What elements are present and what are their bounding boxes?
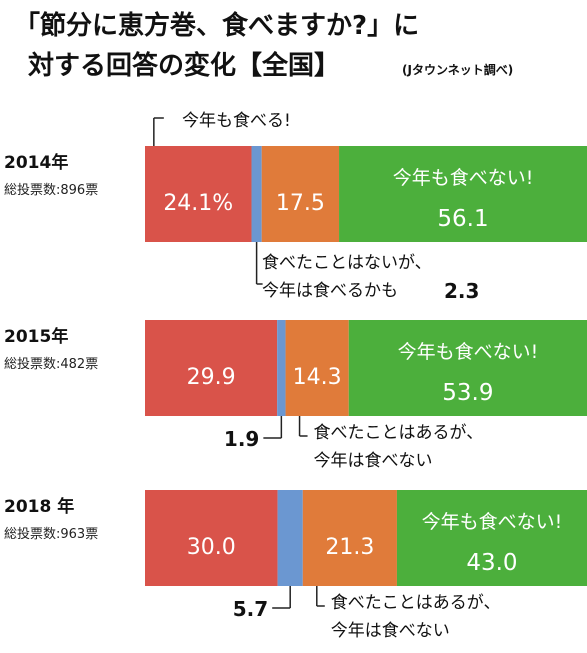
year-label: 2014年 [4, 152, 68, 173]
data-label-not-this-year: 53.9 [442, 380, 493, 406]
bar-eat-this-year [145, 146, 252, 242]
vote-count: 総投票数:963票 [4, 526, 98, 542]
data-label-never-but-maybe: 1.9 [224, 427, 259, 451]
legend-eat-this-year: 今年も食べる! [182, 111, 291, 131]
bar-ate-before-not-this-year [261, 146, 340, 242]
legend-ate-line-2: 今年は食べない [331, 621, 450, 641]
data-label-eat-this-year: 24.1% [163, 191, 233, 216]
data-label-never-but-maybe: 2.3 [444, 279, 479, 303]
year-label: 2015年 [4, 326, 68, 347]
bar-eat-this-year [145, 490, 278, 586]
bar-eat-this-year [145, 320, 278, 416]
bar-ate-before-not-this-year [285, 320, 349, 416]
bar-never-but-maybe [277, 490, 303, 586]
data-label-not-this-year: 43.0 [466, 550, 517, 576]
data-label-never-but-maybe: 5.7 [233, 597, 268, 621]
bar-never-but-maybe [251, 146, 262, 242]
year-label: 2018 年 [4, 496, 74, 517]
data-label-eat-this-year: 29.9 [187, 365, 236, 390]
legend-ate-line-2: 今年は食べない [314, 451, 433, 471]
bar-never-but-maybe [277, 320, 286, 416]
bar-not-this-year [339, 146, 587, 242]
data-label-eat-this-year: 30.0 [187, 535, 236, 560]
chart-title-line-1: 「節分に恵方巻、食べますか?」に [14, 10, 419, 41]
bar-ate-before-not-this-year [302, 490, 397, 586]
data-label-ate-before-not-this-year: 21.3 [325, 535, 374, 560]
chart-title-line-2: 対する回答の変化【全国】 [28, 50, 340, 81]
data-label-not-this-year: 56.1 [437, 206, 488, 232]
data-label-ate-before-not-this-year: 14.3 [293, 365, 342, 390]
legend-not-this-year: 今年も食べない! [422, 511, 563, 533]
vote-count: 総投票数:482票 [4, 356, 98, 372]
vote-count: 総投票数:896票 [4, 182, 98, 198]
chart-source: (Jタウンネット調べ) [402, 62, 513, 77]
legend-maybe-line-2: 今年は食べるかも [262, 281, 398, 301]
legend-maybe-line-1: 食べたことはないが、 [262, 253, 432, 273]
legend-ate-line-1: 食べたことはあるが、 [314, 423, 484, 443]
legend-ate-line-1: 食べたことはあるが、 [331, 593, 501, 613]
bar-not-this-year [348, 320, 587, 416]
data-label-ate-before-not-this-year: 17.5 [276, 191, 325, 216]
legend-not-this-year: 今年も食べない! [398, 341, 539, 363]
bar-not-this-year [396, 490, 587, 586]
legend-not-this-year: 今年も食べない! [393, 167, 534, 189]
